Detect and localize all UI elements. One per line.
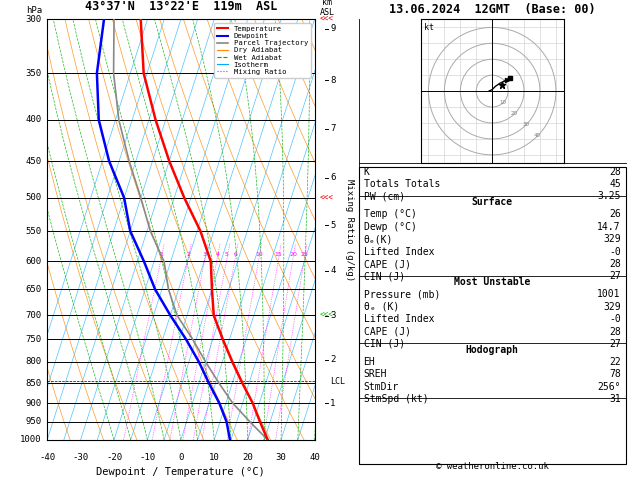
Text: 3: 3 — [203, 252, 207, 257]
Text: 5: 5 — [225, 252, 229, 257]
Text: 20: 20 — [242, 453, 253, 462]
Text: -40: -40 — [39, 453, 55, 462]
Text: <<<: <<< — [320, 193, 333, 202]
Text: 45: 45 — [609, 179, 621, 189]
Text: 13.06.2024  12GMT  (Base: 00): 13.06.2024 12GMT (Base: 00) — [389, 2, 596, 16]
Text: StmDir: StmDir — [364, 382, 399, 392]
Text: Lifted Index: Lifted Index — [364, 314, 434, 324]
Text: CAPE (J): CAPE (J) — [364, 259, 411, 269]
Text: 28: 28 — [609, 259, 621, 269]
Text: 0: 0 — [178, 453, 184, 462]
Text: 650: 650 — [26, 285, 42, 294]
Text: 26: 26 — [609, 209, 621, 220]
Text: Temp (°C): Temp (°C) — [364, 209, 416, 220]
Text: -0: -0 — [609, 314, 621, 324]
Text: 3: 3 — [330, 312, 336, 320]
Text: km
ASL: km ASL — [320, 0, 335, 17]
Text: Dewpoint / Temperature (°C): Dewpoint / Temperature (°C) — [96, 467, 265, 477]
Text: 10: 10 — [255, 252, 263, 257]
Text: 450: 450 — [26, 156, 42, 166]
Text: 20: 20 — [511, 111, 518, 116]
Text: 1001: 1001 — [598, 289, 621, 299]
Text: 500: 500 — [26, 193, 42, 202]
Text: 14.7: 14.7 — [598, 222, 621, 232]
Text: 2: 2 — [330, 355, 336, 364]
Text: 700: 700 — [26, 311, 42, 320]
Text: 350: 350 — [26, 69, 42, 78]
Text: CIN (J): CIN (J) — [364, 339, 404, 349]
Text: kt: kt — [424, 23, 433, 32]
Text: 4: 4 — [215, 252, 219, 257]
Text: Mixing Ratio (g/kg): Mixing Ratio (g/kg) — [345, 178, 353, 281]
Text: 30: 30 — [276, 453, 286, 462]
Legend: Temperature, Dewpoint, Parcel Trajectory, Dry Adiabat, Wet Adiabat, Isotherm, Mi: Temperature, Dewpoint, Parcel Trajectory… — [214, 23, 311, 78]
Text: 10: 10 — [209, 453, 220, 462]
Text: 329: 329 — [603, 302, 621, 312]
Text: 15: 15 — [275, 252, 282, 257]
Text: 300: 300 — [26, 15, 42, 24]
Text: 40: 40 — [309, 453, 320, 462]
Text: -0: -0 — [609, 246, 621, 257]
Text: 30: 30 — [522, 122, 529, 127]
Text: 22: 22 — [609, 357, 621, 367]
Text: K: K — [364, 167, 369, 177]
Text: θₑ (K): θₑ (K) — [364, 302, 399, 312]
Text: 78: 78 — [609, 369, 621, 380]
Text: <<<: <<< — [320, 15, 333, 24]
Text: 28: 28 — [609, 327, 621, 337]
Text: 750: 750 — [26, 335, 42, 344]
Text: EH: EH — [364, 357, 376, 367]
Text: θₑ(K): θₑ(K) — [364, 234, 393, 244]
Text: 600: 600 — [26, 257, 42, 266]
Text: hPa: hPa — [26, 6, 42, 15]
Text: 8: 8 — [330, 76, 336, 85]
Text: PW (cm): PW (cm) — [364, 191, 404, 202]
Text: Dewp (°C): Dewp (°C) — [364, 222, 416, 232]
Text: 3.25: 3.25 — [598, 191, 621, 202]
Text: Most Unstable: Most Unstable — [454, 277, 530, 287]
Text: 1: 1 — [159, 252, 163, 257]
Text: LCL: LCL — [330, 377, 345, 385]
Text: 40: 40 — [533, 133, 540, 138]
Text: 5: 5 — [330, 221, 336, 230]
Text: 800: 800 — [26, 357, 42, 366]
Text: 43°37'N  13°22'E  119m  ASL: 43°37'N 13°22'E 119m ASL — [85, 0, 277, 13]
Text: © weatheronline.co.uk: © weatheronline.co.uk — [436, 462, 548, 471]
Text: 27: 27 — [609, 271, 621, 281]
Text: Surface: Surface — [472, 197, 513, 207]
Text: 400: 400 — [26, 115, 42, 124]
Text: 6: 6 — [330, 173, 336, 182]
Text: 1000: 1000 — [20, 435, 42, 444]
Text: Hodograph: Hodograph — [465, 345, 519, 355]
Text: 6: 6 — [233, 252, 237, 257]
Text: 7: 7 — [330, 124, 336, 133]
Text: 850: 850 — [26, 379, 42, 387]
Text: 10: 10 — [500, 100, 507, 105]
Text: 9: 9 — [330, 24, 336, 33]
Text: 31: 31 — [609, 394, 621, 404]
Text: 25: 25 — [301, 252, 308, 257]
Text: 329: 329 — [603, 234, 621, 244]
Text: -10: -10 — [140, 453, 155, 462]
Text: -30: -30 — [72, 453, 89, 462]
Text: SREH: SREH — [364, 369, 387, 380]
Text: 20: 20 — [289, 252, 297, 257]
Text: CIN (J): CIN (J) — [364, 271, 404, 281]
Text: 28: 28 — [609, 167, 621, 177]
Text: 27: 27 — [609, 339, 621, 349]
Text: 4: 4 — [330, 266, 336, 275]
Text: <<<: <<< — [320, 311, 333, 320]
Text: Lifted Index: Lifted Index — [364, 246, 434, 257]
Text: StmSpd (kt): StmSpd (kt) — [364, 394, 428, 404]
Text: 950: 950 — [26, 417, 42, 426]
Text: Totals Totals: Totals Totals — [364, 179, 440, 189]
Text: Pressure (mb): Pressure (mb) — [364, 289, 440, 299]
Text: CAPE (J): CAPE (J) — [364, 327, 411, 337]
Text: 256°: 256° — [598, 382, 621, 392]
Text: 550: 550 — [26, 226, 42, 236]
Text: 1: 1 — [330, 399, 336, 408]
Text: 2: 2 — [186, 252, 190, 257]
Text: -20: -20 — [106, 453, 122, 462]
Text: 900: 900 — [26, 399, 42, 408]
